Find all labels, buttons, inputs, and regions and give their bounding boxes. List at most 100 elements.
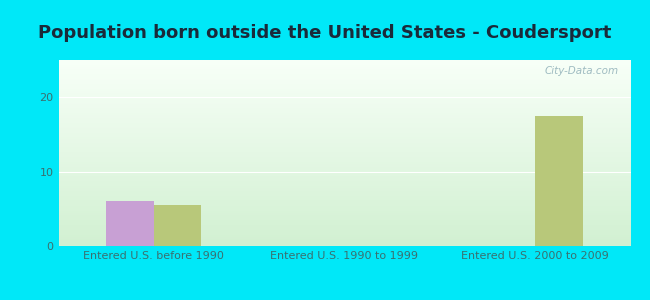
Bar	[58, 60, 630, 61]
Bar	[58, 108, 630, 109]
Bar	[58, 162, 630, 163]
Bar	[58, 80, 630, 81]
Bar	[58, 103, 630, 104]
Bar	[58, 137, 630, 138]
Bar	[58, 170, 630, 171]
Bar	[58, 64, 630, 66]
Bar	[58, 68, 630, 69]
Bar	[58, 129, 630, 130]
Bar	[58, 214, 630, 215]
Bar	[58, 139, 630, 140]
Bar	[58, 85, 630, 86]
Bar	[58, 168, 630, 169]
Bar	[58, 202, 630, 203]
Bar	[58, 241, 630, 242]
Bar	[58, 152, 630, 153]
Bar	[58, 212, 630, 214]
Bar	[58, 126, 630, 127]
Bar	[58, 240, 630, 241]
Bar	[58, 141, 630, 142]
Bar	[58, 206, 630, 207]
Bar	[58, 201, 630, 202]
Bar	[154, 205, 202, 246]
Bar	[58, 148, 630, 149]
Bar	[58, 196, 630, 197]
Bar	[58, 210, 630, 211]
Bar	[58, 193, 630, 194]
Bar	[58, 123, 630, 124]
Bar	[58, 237, 630, 238]
Bar	[58, 223, 630, 224]
Bar	[58, 199, 630, 200]
Bar	[58, 77, 630, 78]
Bar	[58, 110, 630, 111]
Bar	[58, 173, 630, 174]
Bar	[58, 188, 630, 189]
Bar	[58, 180, 630, 181]
Bar	[58, 218, 630, 219]
Bar	[58, 192, 630, 193]
Bar	[58, 105, 630, 106]
Bar	[58, 161, 630, 162]
Bar	[58, 87, 630, 88]
Bar	[58, 166, 630, 167]
Bar	[58, 160, 630, 161]
Bar	[58, 128, 630, 129]
Bar	[58, 167, 630, 168]
Bar	[58, 125, 630, 126]
Bar	[58, 217, 630, 218]
Bar	[535, 116, 583, 246]
Bar	[58, 224, 630, 225]
Bar	[58, 107, 630, 108]
Bar	[58, 221, 630, 222]
Bar	[58, 61, 630, 62]
Bar	[58, 164, 630, 165]
Bar	[58, 165, 630, 166]
Bar	[58, 127, 630, 128]
Bar	[58, 236, 630, 237]
Bar	[58, 185, 630, 187]
Bar	[58, 102, 630, 103]
Bar	[58, 69, 630, 70]
Bar	[58, 226, 630, 227]
Bar	[58, 119, 630, 120]
Bar	[58, 225, 630, 226]
Bar	[58, 227, 630, 228]
Bar	[58, 88, 630, 89]
Bar	[58, 70, 630, 71]
Bar	[58, 143, 630, 144]
Bar	[58, 101, 630, 102]
Bar	[106, 201, 154, 246]
Bar	[58, 190, 630, 191]
Bar	[58, 113, 630, 114]
Bar	[58, 197, 630, 198]
Bar	[58, 74, 630, 75]
Bar	[58, 204, 630, 205]
Bar	[58, 229, 630, 230]
Bar	[58, 232, 630, 233]
Bar	[58, 135, 630, 136]
Bar	[58, 235, 630, 236]
Bar	[58, 178, 630, 179]
Bar	[58, 243, 630, 244]
Bar	[58, 133, 630, 134]
Bar	[58, 84, 630, 85]
Bar	[58, 195, 630, 196]
Bar	[58, 198, 630, 199]
Bar	[58, 157, 630, 158]
Bar	[58, 116, 630, 117]
Bar	[58, 234, 630, 235]
Bar	[58, 86, 630, 87]
Bar	[58, 158, 630, 159]
Bar	[58, 245, 630, 246]
Bar	[58, 118, 630, 119]
Bar	[58, 205, 630, 206]
Bar	[58, 239, 630, 240]
Bar	[58, 179, 630, 180]
Bar	[58, 97, 630, 98]
Bar	[58, 145, 630, 146]
Bar	[58, 147, 630, 148]
Bar	[58, 79, 630, 80]
Bar	[58, 114, 630, 115]
Bar	[58, 83, 630, 84]
